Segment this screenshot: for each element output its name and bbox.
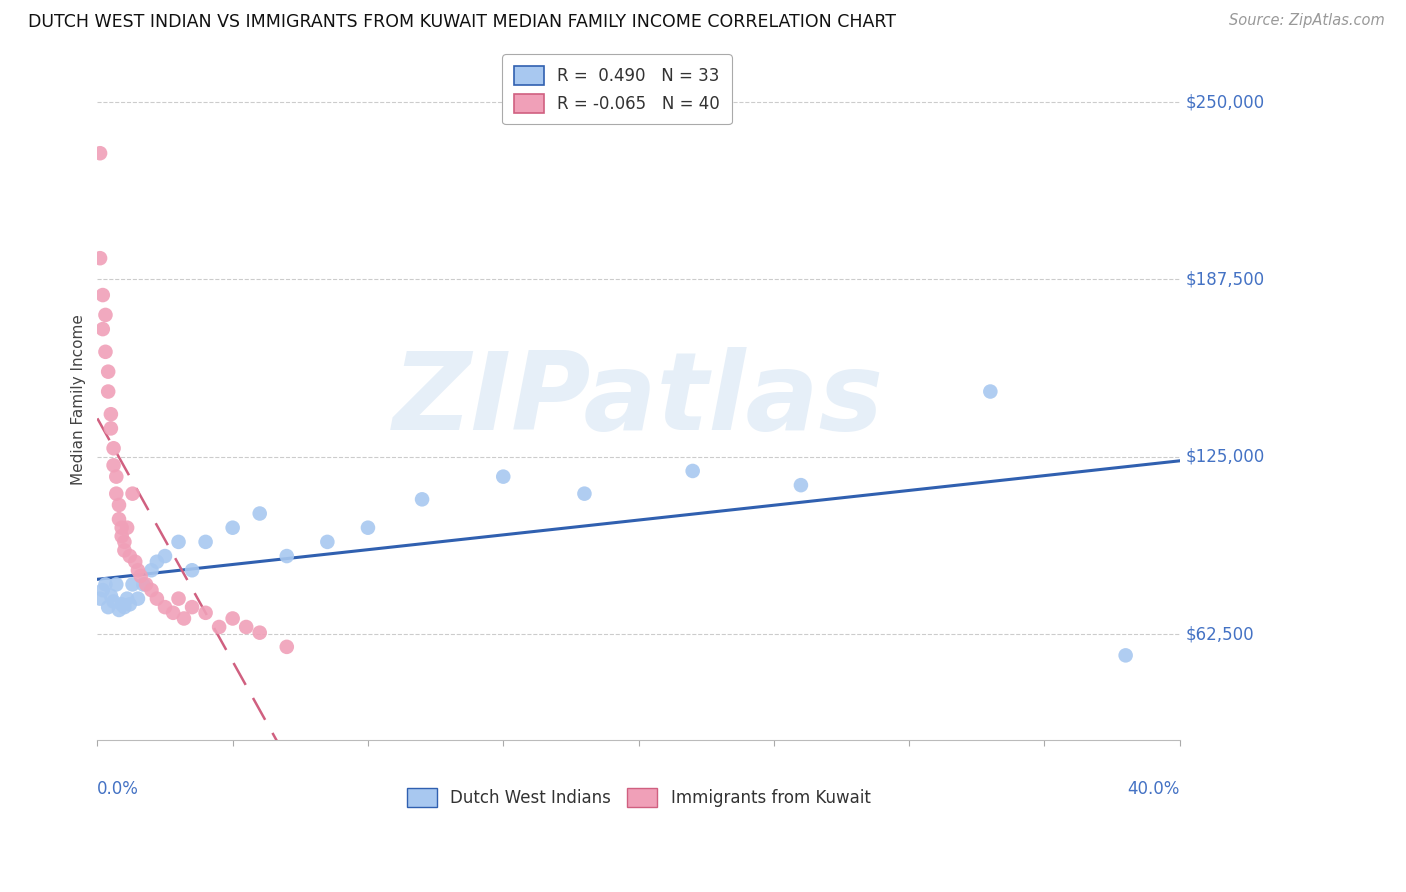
Point (124, 555, 146, 569)
Point (276, 640, 298, 654)
Point (94, 577, 117, 591)
Point (135, 577, 157, 591)
Point (121, 486, 143, 500)
Point (682, 464, 704, 478)
Point (118, 549, 141, 563)
Point (91, 288, 114, 302)
Point (115, 521, 138, 535)
Text: 40.0%: 40.0% (1128, 780, 1180, 798)
Point (249, 625, 271, 640)
Point (105, 486, 128, 500)
Point (89, 251, 111, 265)
Point (91, 583, 114, 598)
Point (97, 365, 120, 379)
Point (118, 597, 141, 611)
Point (1115, 648, 1137, 663)
Point (112, 543, 135, 558)
Point (89, 146, 111, 161)
Point (112, 534, 135, 549)
Point (103, 594, 125, 608)
Point (111, 521, 134, 535)
Point (194, 606, 217, 620)
Point (162, 606, 184, 620)
Point (89, 591, 111, 606)
Point (100, 589, 122, 603)
Point (108, 498, 131, 512)
Text: $250,000: $250,000 (1185, 93, 1264, 112)
Point (127, 563, 149, 577)
Point (411, 492, 433, 507)
Point (276, 549, 298, 563)
Point (111, 597, 134, 611)
Point (115, 591, 138, 606)
Text: DUTCH WEST INDIAN VS IMMIGRANTS FROM KUWAIT MEDIAN FAMILY INCOME CORRELATION CHA: DUTCH WEST INDIAN VS IMMIGRANTS FROM KUW… (28, 13, 896, 31)
Point (208, 620, 231, 634)
Point (103, 442, 125, 456)
Point (181, 563, 204, 577)
Point (94, 344, 117, 359)
Point (221, 611, 243, 625)
Point (132, 577, 155, 591)
Point (97, 600, 120, 615)
Point (141, 563, 163, 577)
Point (100, 421, 122, 435)
Point (492, 469, 515, 483)
Text: $187,500: $187,500 (1185, 270, 1264, 288)
Point (94, 308, 117, 322)
Point (111, 529, 134, 543)
Point (100, 407, 122, 421)
Point (146, 591, 169, 606)
Point (249, 507, 271, 521)
Point (221, 521, 243, 535)
Point (127, 591, 149, 606)
Point (112, 600, 135, 615)
Point (979, 384, 1001, 399)
Point (129, 569, 152, 583)
Point (141, 583, 163, 598)
Text: $125,000: $125,000 (1185, 448, 1264, 466)
Point (103, 458, 125, 473)
Point (146, 555, 169, 569)
Point (316, 534, 339, 549)
Point (194, 534, 217, 549)
Point (91, 322, 114, 336)
Point (181, 600, 204, 615)
Point (121, 577, 143, 591)
Point (153, 549, 176, 563)
Point (105, 577, 128, 591)
Point (235, 620, 257, 634)
Text: Source: ZipAtlas.com: Source: ZipAtlas.com (1229, 13, 1385, 29)
Y-axis label: Median Family Income: Median Family Income (72, 315, 86, 485)
Point (574, 486, 596, 500)
Point (105, 469, 128, 483)
Point (108, 512, 131, 526)
Point (108, 603, 131, 617)
Legend: Dutch West Indians, Immigrants from Kuwait: Dutch West Indians, Immigrants from Kuwa… (399, 781, 877, 814)
Point (167, 534, 190, 549)
Point (167, 591, 190, 606)
Text: 0.0%: 0.0% (97, 780, 139, 798)
Point (153, 600, 176, 615)
Point (790, 478, 813, 492)
Text: $62,500: $62,500 (1185, 625, 1254, 643)
Point (173, 611, 195, 625)
Point (357, 521, 380, 535)
Text: ZIPatlas: ZIPatlas (394, 347, 884, 453)
Point (97, 384, 120, 399)
